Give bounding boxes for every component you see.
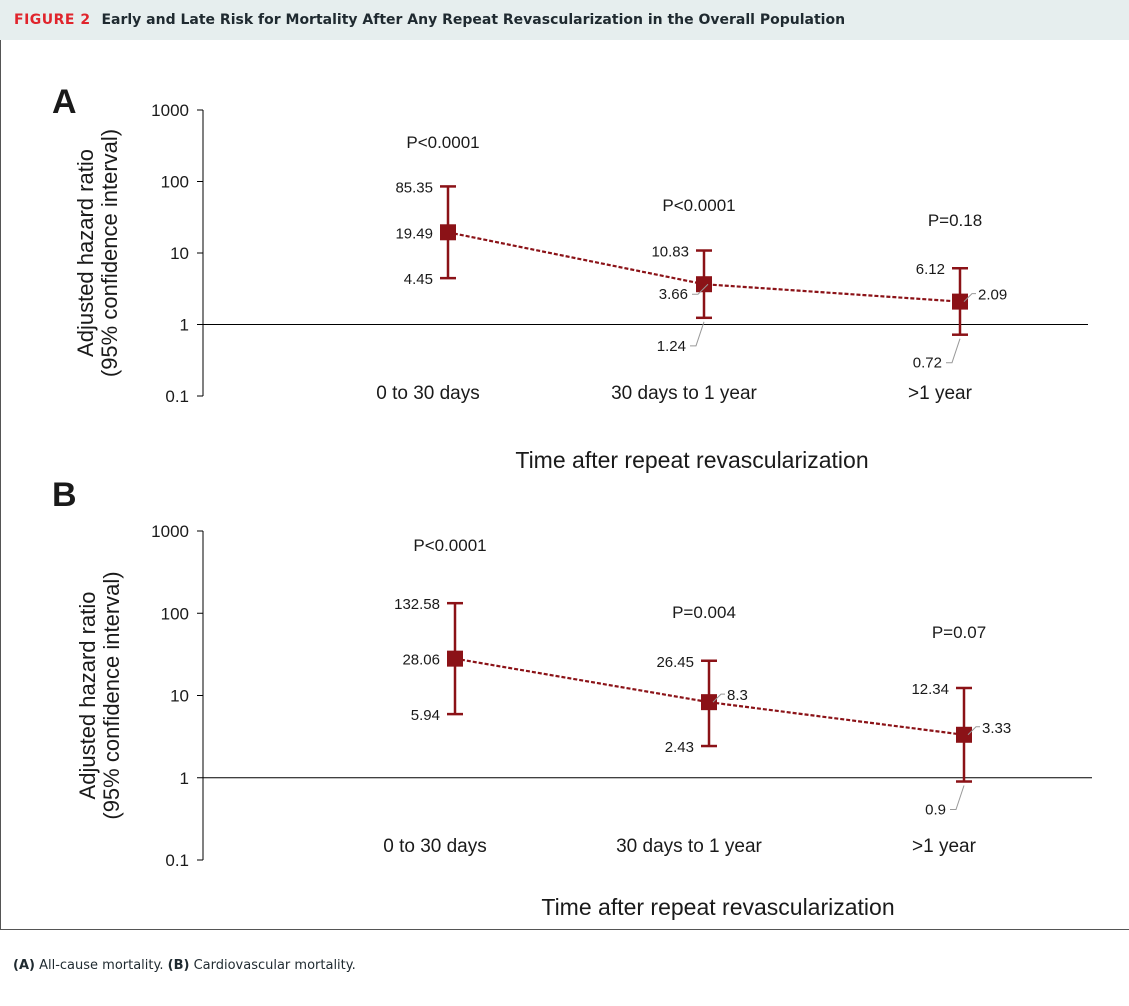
panel-a-lower-ci-label: 4.45 (404, 271, 433, 288)
panel-b-y-tick-label: 100 (161, 604, 189, 623)
panel-a-y-tick-label: 0.1 (165, 387, 189, 406)
figure-frame-left (0, 40, 1, 930)
figure-label: FIGURE 2 (14, 12, 91, 28)
panel-a-upper-ci-label: 85.35 (395, 179, 433, 196)
panel-a-lower-ci-label: 1.24 (657, 338, 686, 355)
panel-a-hr-leader (963, 293, 976, 302)
panel-b-category-label: >1 year (912, 836, 977, 857)
panel-b-trend-line (454, 657, 965, 736)
panel-a-hr-marker (696, 276, 712, 293)
panel-a-lower-leader (690, 321, 705, 347)
panel-a-category-label: 0 to 30 days (376, 383, 480, 404)
caption-a-text: All-cause mortality. (39, 958, 164, 973)
panel-b-y-tick-label: 10 (170, 687, 189, 706)
panel-b-hr-label: 3.33 (982, 720, 1011, 737)
panel-a-y-tick-label: 1 (180, 316, 189, 335)
panel-b-y-label-line2: (95% confidence interval) (99, 571, 124, 819)
panel-a-y-tick-label: 10 (170, 244, 189, 263)
panel-b-letter: B (52, 476, 77, 514)
panel-b-y-tick-label: 0.1 (165, 851, 189, 870)
panel-b-hr-marker (956, 726, 972, 743)
panel-b-hr-label: 8.3 (727, 687, 748, 704)
panel-b-lower-leader (950, 785, 965, 811)
panel-b-p-value: P<0.0001 (413, 536, 486, 555)
panel-b-category-label: 0 to 30 days (383, 836, 487, 857)
panel-b-p-value: P=0.004 (672, 603, 736, 622)
panel-b-hr-marker (701, 694, 717, 711)
panel-a-upper-ci-label: 10.83 (651, 244, 689, 261)
panel-b-y-tick-label: 1 (180, 769, 189, 788)
panel-b-category-label: 30 days to 1 year (616, 836, 762, 857)
panel-a-p-value: P=0.18 (928, 211, 982, 230)
figure-frame-bottom (0, 929, 1129, 930)
caption-b-text: Cardiovascular mortality. (193, 958, 356, 973)
panel-b-upper-ci-label: 12.34 (911, 681, 949, 698)
panel-a-upper-ci-label: 6.12 (916, 261, 945, 278)
panel-a-y-tick-label: 1000 (151, 101, 189, 120)
panel-b-hr-leader (712, 693, 725, 703)
panel-a-hr-leader (692, 283, 709, 295)
panel-a-hr-marker (952, 293, 968, 310)
panel-b-upper-ci-label: 132.58 (394, 596, 440, 613)
panel-a-hr-marker (440, 224, 456, 241)
panel-a-p-value: P<0.0001 (406, 133, 479, 152)
panel-a-y-label-line1: Adjusted hazard ratio (73, 149, 98, 357)
panel-b-lower-ci-label: 0.9 (925, 802, 946, 819)
panel-a-x-label: Time after repeat revascularization (515, 447, 868, 473)
panel-a-hr-label: 2.09 (978, 287, 1007, 304)
panel-a-y-tick-label: 100 (161, 173, 189, 192)
caption-b-label: (B) (167, 958, 190, 973)
panel-b-x-label: Time after repeat revascularization (541, 894, 894, 920)
panel-a-hr-label: 3.66 (659, 286, 688, 303)
panel-a-category-label: 30 days to 1 year (611, 383, 757, 404)
panel-a-hr-label: 19.49 (395, 225, 433, 242)
figure-title: Early and Late Risk for Mortality After … (101, 12, 846, 28)
panel-b-hr-marker (447, 650, 463, 667)
panel-b-hr-label: 28.06 (402, 652, 440, 669)
panel-a-lower-leader (946, 338, 961, 364)
panel-b-y-tick-label: 1000 (151, 522, 189, 541)
panel-b-y-label-line1: Adjusted hazard ratio (75, 592, 100, 800)
panel-b-upper-ci-label: 26.45 (656, 654, 694, 671)
panel-b-lower-ci-label: 2.43 (665, 739, 694, 756)
panel-b-p-value: P=0.07 (932, 623, 986, 642)
panel-a-y-label-line2: (95% confidence interval) (97, 129, 122, 377)
panel-a-lower-ci-label: 0.72 (913, 355, 942, 372)
figure-header: FIGURE 2 Early and Late Risk for Mortali… (0, 0, 1129, 40)
panel-a-category-label: >1 year (908, 383, 973, 404)
panel-a-p-value: P<0.0001 (662, 196, 735, 215)
figure-caption: (A) All-cause mortality. (B) Cardiovascu… (13, 958, 356, 973)
panel-b-hr-leader (967, 726, 980, 736)
panel-b-lower-ci-label: 5.94 (411, 707, 440, 724)
panel-a-letter: A (52, 83, 77, 121)
caption-a-label: (A) (13, 958, 35, 973)
